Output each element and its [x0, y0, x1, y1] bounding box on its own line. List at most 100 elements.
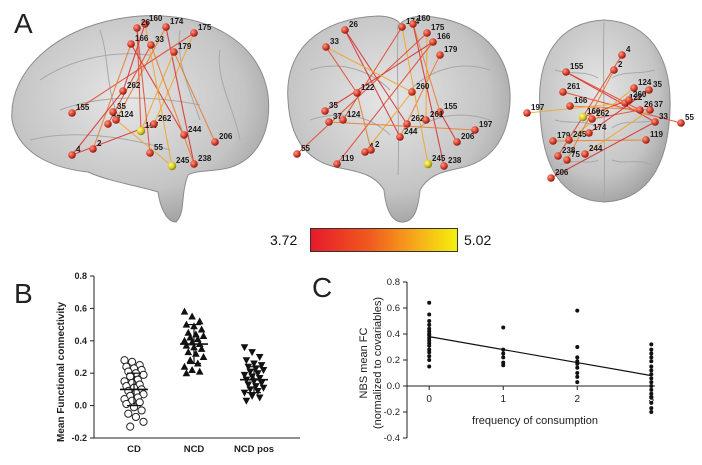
sagittal-node-label: 245	[176, 156, 190, 165]
coronal-node: 260	[408, 82, 430, 96]
axial-node-label: 244	[589, 144, 603, 153]
chart-b-point	[186, 356, 194, 364]
chart-c-point	[649, 395, 654, 400]
coronal-node-dot	[361, 148, 369, 156]
axial-node-label: 179	[557, 131, 571, 140]
axial-node: 33	[651, 112, 668, 126]
chart-b-point	[257, 379, 266, 387]
axial-node-dot	[642, 136, 650, 144]
chart-b-point	[199, 331, 208, 339]
coronal-node-dot	[341, 26, 349, 34]
chart-b-point	[240, 371, 249, 379]
axial-node-label: 260	[633, 90, 647, 99]
sagittal-node: 155	[68, 103, 90, 117]
sagittal-node-dot	[89, 145, 97, 153]
sagittal-node-label: 26	[141, 18, 150, 27]
chart-c-point	[501, 363, 506, 368]
sagittal-edge	[136, 27, 151, 154]
axial-node: 160	[578, 107, 601, 122]
chart-b-point	[242, 357, 251, 365]
sagittal-node-dot	[127, 40, 135, 48]
coronal-node-dot	[408, 88, 416, 96]
chart-b-point	[180, 307, 189, 315]
coronal-node-dot	[471, 126, 479, 134]
nodes-layer: 1602617417516633179262351553712419726224…	[68, 14, 694, 182]
sagittal-node: 238	[190, 154, 212, 168]
axial-node: 179	[549, 131, 571, 145]
sagittal-edge	[71, 32, 195, 114]
chart-c-point	[649, 376, 654, 381]
chart-b: Mean Functional connectivity 0.80.60.40.…	[56, 271, 300, 455]
axial-edge	[584, 109, 651, 155]
chart-b-ytick-label: 0.8	[74, 271, 87, 281]
chart-b-ytick-label: -0.2	[71, 433, 87, 443]
chart-c-point	[649, 351, 654, 356]
axial-node-dot	[549, 137, 557, 145]
axial-node: 119	[642, 130, 663, 144]
chart-c-point	[649, 342, 654, 347]
coronal-node-dot	[409, 20, 417, 28]
coronal-node-dot	[325, 118, 333, 126]
sagittal-node-dot	[170, 48, 178, 56]
chart-b-point	[248, 392, 256, 400]
chart-b-point	[254, 370, 262, 378]
panel-label-b: B	[14, 278, 33, 309]
brain-network-figure: 1602617417516633179262351553712419726224…	[11, 14, 694, 223]
coronal-node: 197	[471, 120, 493, 134]
sagittal-node-label: 244	[188, 125, 202, 134]
chart-b-point	[182, 341, 191, 349]
coronal-node-label: 33	[330, 37, 339, 46]
coronal-edge	[342, 26, 403, 121]
chart-b-category-label: CD	[127, 444, 141, 455]
sagittal-node: 179	[170, 42, 192, 56]
sagittal-node-dot	[68, 151, 76, 159]
axial-node: 4	[618, 45, 631, 59]
axial-node-label: 238	[562, 146, 576, 155]
coronal-node-dot	[423, 159, 433, 169]
coronal-node-dot	[403, 120, 411, 128]
coronal-node: 244	[396, 127, 418, 141]
sagittal-node-label: 2	[97, 139, 102, 148]
chart-c-ytick-label: -0.2	[384, 407, 400, 418]
axial-node-dot	[547, 174, 555, 182]
chart-b-point	[242, 397, 251, 405]
chart-b-point	[195, 317, 204, 325]
coronal-node: 124	[339, 110, 361, 124]
axial-node: 206	[547, 168, 569, 182]
chart-c-ytick-label: 0.2	[387, 355, 400, 366]
axial-node-dot	[646, 106, 654, 114]
axial-node-label: 55	[685, 113, 694, 122]
chart-c-fit-line	[429, 336, 652, 377]
chart-c-point	[501, 325, 506, 330]
coronal-node: 119	[333, 154, 354, 168]
sagittal-node-dot	[112, 116, 120, 124]
chart-c-point	[649, 391, 654, 396]
axial-node-label: 33	[659, 112, 668, 121]
sagittal-edge	[115, 26, 167, 121]
axial-node-dot	[585, 129, 593, 137]
chart-b-point	[180, 362, 189, 370]
axial-node: 2	[610, 60, 623, 74]
axial-node-label: 26	[644, 100, 653, 109]
chart-b-ytick-label: 0.0	[74, 401, 87, 411]
coronal-node-label: 26	[349, 20, 358, 29]
axial-node-dot	[523, 109, 531, 117]
chart-b-marks	[120, 307, 268, 431]
axial-node-dot	[578, 112, 588, 122]
chart-c-marks	[427, 300, 654, 414]
sagittal-node-label: 262	[127, 81, 141, 90]
sagittal-node-label: 4	[76, 145, 81, 154]
chart-c-axes: 0.80.60.40.20.0-0.2-0.40123	[384, 277, 655, 444]
sagittal-node-dot	[119, 87, 127, 95]
sagittal-node-dot	[104, 120, 112, 128]
axial-node-dot	[618, 51, 626, 59]
coronal-edge	[296, 32, 428, 155]
sagittal-node-label: 166	[135, 34, 149, 43]
axial-node-dot	[565, 136, 573, 144]
chart-c-point	[427, 364, 432, 369]
sagittal-node: 35	[109, 102, 126, 116]
sagittal-node-dot	[162, 23, 170, 31]
chart-c-point	[575, 308, 580, 313]
coronal-node: 33	[322, 37, 339, 51]
coronal-node-dot	[422, 116, 430, 124]
